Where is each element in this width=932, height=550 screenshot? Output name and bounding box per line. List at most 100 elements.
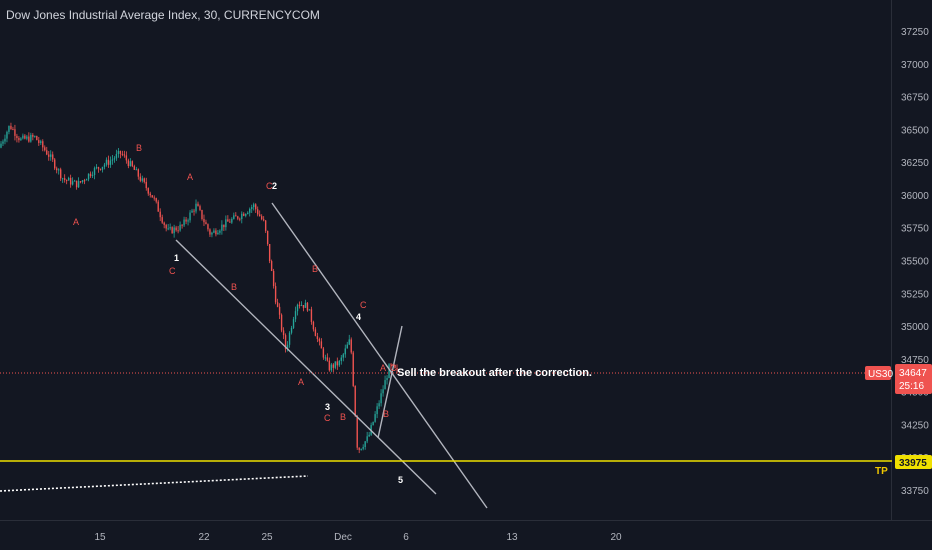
candle-body: [44, 147, 46, 151]
price-axis-panel[interactable]: [892, 0, 932, 520]
candle-body: [159, 211, 161, 218]
candle-body: [175, 227, 177, 231]
candle-body: [77, 181, 80, 188]
candle-body: [282, 330, 285, 336]
candle-body: [213, 230, 215, 233]
candle-body: [336, 361, 339, 366]
price-tick-label: 36750: [901, 93, 929, 104]
candle-body: [284, 335, 287, 349]
candle-body: [59, 169, 62, 179]
candle-body: [306, 302, 309, 311]
candle-body: [24, 135, 26, 139]
candle-body: [101, 166, 104, 170]
candle-body: [141, 178, 143, 181]
candle-body: [247, 212, 249, 214]
candle-body: [286, 344, 289, 349]
candle-body: [63, 178, 66, 180]
candle-body: [58, 169, 60, 171]
candle-body: [195, 203, 197, 212]
candle-body: [340, 357, 342, 361]
time-tick-label: 6: [403, 532, 409, 543]
price-tick-label: 35500: [901, 257, 929, 268]
tp-price-tag: [895, 455, 932, 469]
candle-body: [324, 357, 327, 359]
candle-body: [173, 227, 175, 234]
candle-body: [207, 224, 209, 230]
symbol-tag-label: US30: [868, 369, 893, 380]
candle-body: [396, 368, 398, 370]
candle-body: [378, 403, 380, 407]
candle-body: [386, 378, 388, 381]
candle-body: [165, 224, 167, 229]
candle-body: [12, 129, 14, 131]
time-tick-label: 20: [610, 532, 622, 543]
candle-body: [105, 159, 108, 165]
candle-body: [229, 221, 231, 223]
candle-body: [209, 229, 211, 235]
candle-body: [264, 220, 267, 231]
candle-body: [147, 188, 149, 194]
wave-label-c: C: [266, 181, 273, 191]
candle-body: [334, 361, 337, 368]
candle-body: [338, 360, 340, 366]
candle-body: [346, 344, 348, 349]
candle-body: [163, 222, 165, 225]
candle-body: [312, 321, 315, 330]
candle-body: [217, 232, 219, 235]
candle-body: [249, 208, 251, 213]
price-tick-label: 36000: [901, 191, 929, 202]
candle-body: [394, 365, 396, 369]
candle-body: [46, 150, 48, 155]
time-tick-label: 22: [198, 532, 210, 543]
candle-body: [137, 169, 140, 177]
wave-label-b: B: [340, 412, 346, 422]
candle-body: [119, 150, 122, 154]
candle-body: [235, 215, 237, 217]
annotation-text[interactable]: Sell the breakout after the correction.: [397, 367, 592, 379]
candle-body: [330, 364, 333, 371]
candle-body: [268, 243, 271, 262]
candle-body: [97, 167, 100, 169]
candle-body: [171, 227, 173, 234]
candle-body: [167, 228, 169, 230]
candle-body: [135, 169, 138, 171]
time-tick-label: 13: [506, 532, 518, 543]
candle-body: [362, 447, 364, 449]
candle-body: [103, 164, 106, 167]
candle-body: [314, 329, 317, 337]
symbol-tag: [865, 366, 891, 380]
candle-body: [354, 385, 356, 417]
candle-body: [177, 230, 179, 232]
candle-body: [215, 230, 217, 235]
candle-body: [310, 309, 313, 322]
candle-body: [121, 153, 124, 155]
price-axis-ticks: 37250 37000 36750 36500 36250 36000 35750 35500…: [901, 27, 929, 497]
candle-body: [151, 195, 153, 198]
wave-label-5: 5: [398, 475, 403, 485]
candle-body: [253, 204, 255, 208]
candle-body: [30, 134, 32, 142]
candle-body: [52, 154, 54, 160]
candle-body: [302, 305, 305, 308]
candle-body: [38, 140, 40, 143]
candle-body: [294, 311, 297, 320]
wave-label-1: 1: [174, 253, 179, 263]
candle-body: [153, 197, 155, 199]
candle-body: [233, 215, 235, 219]
wave-label-c: C: [169, 266, 176, 276]
candle-body: [227, 219, 229, 222]
candle-body: [304, 302, 307, 308]
candle-body: [384, 380, 386, 390]
candle-body: [91, 175, 94, 177]
candle-body: [332, 364, 335, 368]
wave-label-4: 4: [356, 312, 361, 322]
candle-body: [129, 161, 132, 167]
candle-body: [40, 141, 42, 143]
candle-body: [95, 167, 98, 169]
candle-body: [245, 213, 247, 216]
candle-body: [26, 136, 28, 139]
candle-body: [372, 421, 374, 426]
wave-label-a: A: [187, 172, 193, 182]
candle-body: [231, 218, 233, 223]
